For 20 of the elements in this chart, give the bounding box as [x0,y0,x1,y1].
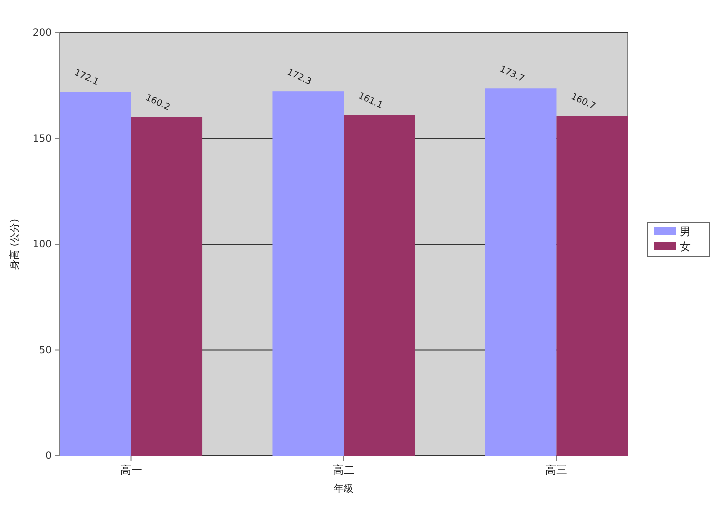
legend-label: 男 [680,225,691,238]
legend-label: 女 [680,240,691,254]
bar [60,92,132,456]
y-tick-label: 0 [46,451,52,462]
y-axis-title: 身高 (公分) [9,218,21,270]
x-tick-label: 高二 [333,464,355,477]
y-tick-label: 150 [32,134,52,145]
bar [485,88,557,456]
y-tick-label: 200 [32,28,52,40]
data-label: 160.7 [569,92,597,112]
bar [344,115,416,456]
bar [272,92,344,456]
x-tick-label: 高三 [546,464,568,477]
y-tick-label: 100 [32,240,52,251]
bar [556,116,628,456]
x-tick-label: 高一 [120,464,142,477]
data-label: 173.7 [498,64,526,85]
y-tick-label: 50 [39,345,52,356]
bar [131,117,203,456]
x-axis-title: 年級 [334,483,354,495]
